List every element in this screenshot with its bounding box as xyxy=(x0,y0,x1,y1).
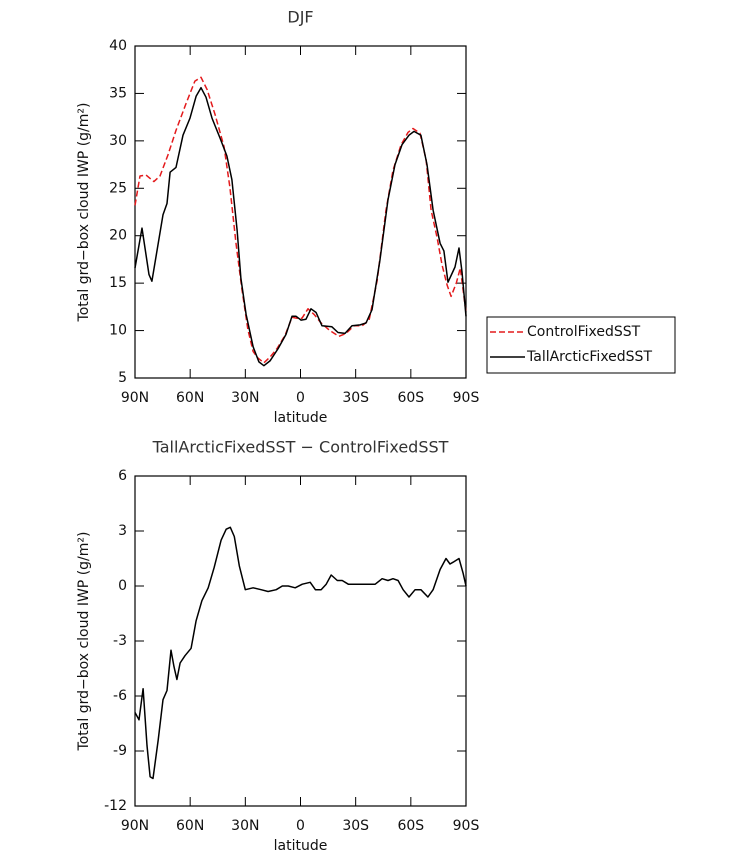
chart-title: TallArcticFixedSST − ControlFixedSST xyxy=(152,438,449,457)
plot-frame xyxy=(134,475,467,807)
x-axis-label: latitude xyxy=(274,838,328,854)
y-axis-label: Total grd−box cloud IWP (g/m²) xyxy=(76,103,92,323)
x-tick-label: 30N xyxy=(231,818,259,834)
y-tick-label: 35 xyxy=(109,85,127,101)
legend-box xyxy=(486,316,676,374)
y-tick-label: 10 xyxy=(109,323,127,339)
legend-label: ControlFixedSST xyxy=(527,324,641,340)
legend-label: TallArcticFixedSST xyxy=(526,349,652,365)
data-line xyxy=(134,526,467,780)
x-tick-label: 60S xyxy=(397,818,424,834)
x-tick-label: 0 xyxy=(296,818,305,834)
x-tick-label: 60N xyxy=(176,390,204,406)
y-tick-label: 6 xyxy=(118,468,127,484)
x-tick-label: 30S xyxy=(342,818,369,834)
y-tick-label: 15 xyxy=(109,275,127,291)
y-tick-label: 25 xyxy=(109,180,127,196)
y-tick-label: -9 xyxy=(113,743,127,759)
y-tick-label: 40 xyxy=(109,38,127,54)
x-tick-label: 30N xyxy=(231,390,259,406)
x-tick-label: 90S xyxy=(453,390,480,406)
y-tick-label: 3 xyxy=(118,523,127,539)
y-tick-label: -12 xyxy=(104,798,127,814)
x-tick-label: 90S xyxy=(453,818,480,834)
x-tick-label: 90N xyxy=(121,390,149,406)
x-tick-label: 30S xyxy=(342,390,369,406)
y-tick-label: -3 xyxy=(113,633,127,649)
x-axis-label: latitude xyxy=(274,410,328,426)
chart-title: DJF xyxy=(287,8,313,27)
y-tick-label: -6 xyxy=(113,688,127,704)
y-tick-label: 30 xyxy=(109,133,127,149)
y-tick-label: 20 xyxy=(109,228,127,244)
y-axis-label: Total grd−box cloud IWP (g/m²) xyxy=(76,532,92,752)
x-tick-label: 60N xyxy=(176,818,204,834)
plot-frame xyxy=(134,45,467,379)
data-line xyxy=(134,86,467,367)
x-tick-label: 60S xyxy=(397,390,424,406)
y-tick-label: 0 xyxy=(118,578,127,594)
x-tick-label: 0 xyxy=(296,390,305,406)
x-tick-label: 90N xyxy=(121,818,149,834)
y-tick-label: 5 xyxy=(118,370,127,386)
